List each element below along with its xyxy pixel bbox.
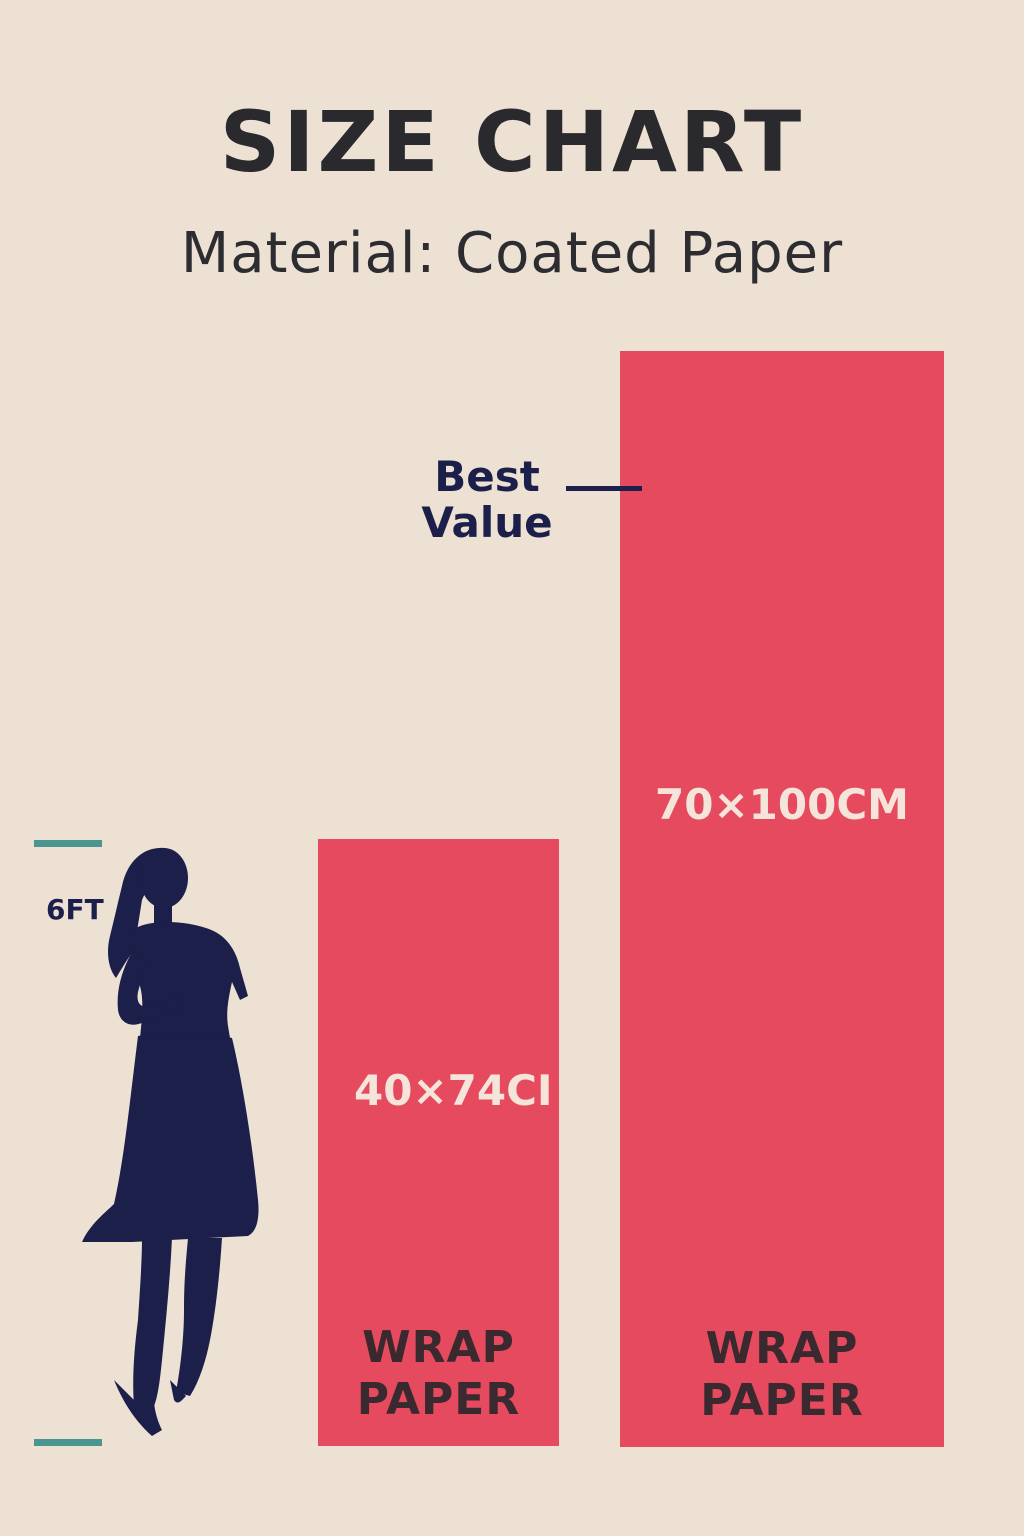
- badge-line1: Best: [434, 452, 540, 501]
- product-bar-small: 40×74CI WRAP PAPER: [318, 839, 559, 1446]
- page-title: SIZE CHART: [219, 93, 805, 191]
- badge-pointer-line: [566, 486, 642, 491]
- product-name-line2: PAPER: [700, 1375, 864, 1426]
- product-name: WRAP PAPER: [620, 1323, 944, 1427]
- badge-line2: Value: [421, 498, 553, 547]
- product-name-line1: WRAP: [362, 1322, 515, 1373]
- height-marker-top: [34, 840, 102, 847]
- person-silhouette-icon: [82, 847, 259, 1436]
- dimension-label: 40×74CI: [354, 1066, 553, 1115]
- dimension-label: 70×100CM: [655, 780, 909, 829]
- height-marker-bottom: [34, 1439, 102, 1446]
- best-value-badge: Best Value: [412, 454, 562, 546]
- product-bar-large: 70×100CM WRAP PAPER: [620, 351, 944, 1447]
- height-label: 6FT: [46, 893, 104, 926]
- product-name-line1: WRAP: [705, 1323, 859, 1374]
- product-name: WRAP PAPER: [318, 1322, 559, 1426]
- material-subtitle: Material: Coated Paper: [180, 221, 844, 286]
- product-name-line2: PAPER: [356, 1374, 521, 1425]
